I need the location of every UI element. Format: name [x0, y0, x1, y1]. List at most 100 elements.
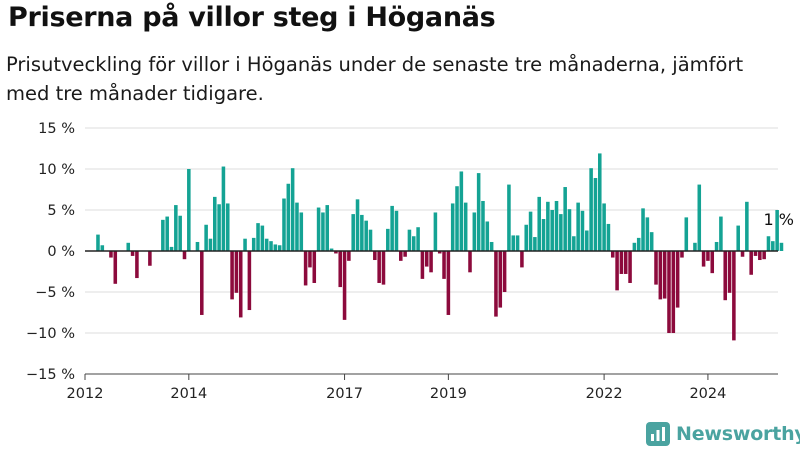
bar: [576, 202, 580, 251]
bar: [217, 204, 221, 251]
bar: [213, 196, 217, 251]
bar: [476, 173, 481, 251]
bar: [762, 251, 766, 260]
bar: [100, 245, 105, 251]
bar: [524, 224, 529, 251]
bar: [437, 251, 442, 254]
chart-title: Priserna på villor steg i Höganäs: [8, 2, 496, 33]
bar: [334, 251, 338, 254]
bar: [641, 208, 645, 251]
bar: [719, 216, 723, 251]
bar: [234, 251, 239, 293]
bar: [407, 229, 412, 251]
bar: [589, 168, 593, 251]
bar: [766, 236, 771, 251]
bar: [329, 248, 334, 251]
bar: [563, 187, 567, 251]
bar: [308, 251, 312, 268]
bar: [771, 241, 775, 251]
bar: [645, 217, 650, 251]
bar: [130, 251, 135, 256]
bar: [221, 166, 226, 251]
bar: [494, 251, 498, 317]
bar: [606, 223, 611, 251]
bar: [416, 227, 420, 251]
bar: [178, 215, 182, 251]
bar: [429, 251, 433, 273]
bar: [342, 251, 347, 320]
bar: [740, 251, 745, 257]
y-tick-label: −15 %: [26, 367, 75, 383]
bar: [528, 211, 533, 251]
bar: [468, 251, 472, 273]
bar: [264, 238, 269, 251]
y-tick-label: −5 %: [35, 285, 75, 301]
bar: [373, 251, 377, 261]
bar: [472, 212, 477, 251]
bar: [442, 251, 446, 279]
bar: [230, 251, 234, 300]
bar: [662, 251, 667, 299]
bar: [238, 251, 243, 318]
bar: [225, 203, 230, 251]
bar: [390, 205, 394, 251]
bar: [680, 251, 684, 258]
bar: [693, 242, 697, 251]
bar: [684, 217, 689, 251]
bar: [403, 251, 407, 257]
bar: [710, 251, 715, 274]
bar: [135, 251, 139, 279]
bar: [520, 251, 524, 268]
x-tick-label: 2022: [586, 386, 623, 402]
bar: [446, 251, 451, 315]
bar: [424, 251, 429, 267]
bar: [736, 225, 740, 251]
labels: 15 % 10 % 5 % 0 % −5 % −10 % −15 % 2012 2014 2017…: [26, 121, 794, 402]
bar: [377, 251, 381, 283]
bars: [96, 153, 784, 341]
gridlines: [85, 127, 778, 334]
bar: [598, 153, 602, 251]
brand-name: Newsworthy: [676, 423, 800, 445]
axes: [84, 250, 778, 380]
bar: [273, 244, 278, 251]
y-tick-label: 0 %: [47, 244, 75, 260]
bar: [749, 251, 753, 275]
bar: [277, 245, 282, 251]
bar: [411, 236, 416, 251]
bar: [515, 235, 520, 251]
bar: [732, 251, 736, 341]
bar: [706, 251, 710, 261]
bar: [502, 251, 507, 292]
bar: [295, 202, 299, 251]
bar: [204, 224, 208, 251]
bar: [610, 251, 615, 258]
bar: [182, 251, 187, 260]
bar: [667, 251, 671, 333]
bar: [485, 221, 490, 251]
bar: [312, 251, 317, 283]
bar: [208, 238, 213, 251]
x-tick-label: 2017: [326, 386, 363, 402]
x-tick-label: 2014: [170, 386, 207, 402]
bar: [351, 214, 355, 251]
bar: [459, 171, 464, 251]
bar: [290, 168, 295, 251]
bar: [550, 210, 554, 251]
bar: [338, 251, 342, 288]
bar: [745, 201, 749, 251]
bar: [507, 184, 511, 251]
bar: [247, 251, 252, 311]
newsworthy-logo: Newsworthy: [646, 420, 800, 448]
bar: [541, 219, 546, 251]
bar: [148, 251, 152, 266]
bar: [636, 237, 641, 251]
bar: [554, 200, 559, 251]
bar: [546, 201, 550, 251]
last-value-annotation: 1 %: [763, 210, 793, 229]
bar: [394, 210, 399, 251]
bar: [381, 251, 386, 285]
bar: [169, 246, 174, 251]
bar: [701, 251, 706, 267]
